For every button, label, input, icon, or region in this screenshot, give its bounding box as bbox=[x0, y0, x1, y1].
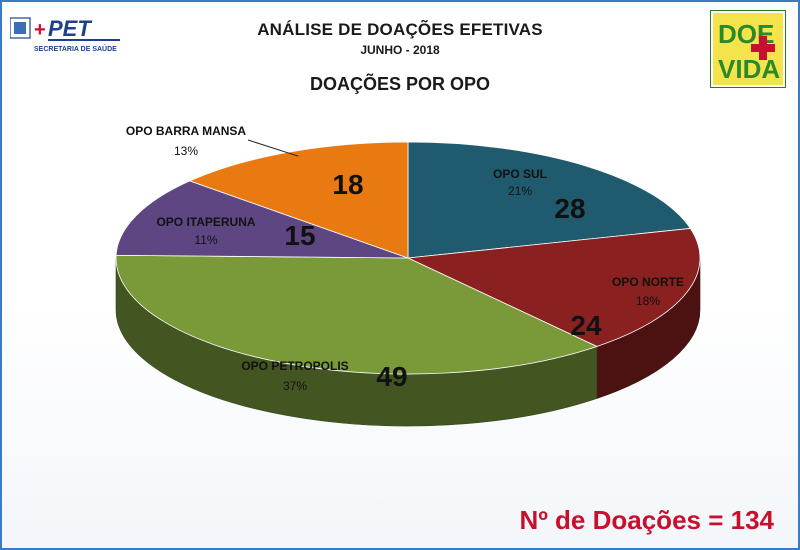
vida-text: VIDA bbox=[718, 54, 780, 84]
total-donations: Nº de Doações = 134 bbox=[519, 505, 774, 535]
slice-value-opo-itaperuna: 15 bbox=[284, 220, 315, 251]
pie-slice-opo-itaperuna bbox=[115, 180, 409, 259]
red-cross-icon bbox=[751, 36, 775, 60]
pet-logo: + PET SECRETARIA DE SAÚDE bbox=[10, 16, 120, 53]
coat-of-arms-inner bbox=[14, 22, 26, 34]
slice-value-opo-sul: 28 bbox=[554, 193, 585, 224]
pie-slice-opo-norte bbox=[406, 227, 701, 347]
slice-label-opo-sul: OPO SUL bbox=[493, 167, 547, 181]
slice-percent-opo-norte: 18% bbox=[636, 294, 660, 308]
slice-label-opo-norte: OPO NORTE bbox=[612, 275, 684, 289]
pie-slice-opo-barra-mansa bbox=[188, 141, 409, 259]
pie-tops bbox=[115, 141, 701, 375]
pie-labels: OPO SUL 21% 28 OPO NORTE 18% 24 OPO PETROPOLIS… bbox=[126, 124, 684, 393]
plus-icon: + bbox=[34, 19, 46, 41]
slice-percent-opo-itaperuna: 11% bbox=[194, 233, 217, 247]
pie-slice-opo-petropolis bbox=[115, 254, 598, 375]
slice-percent-opo-sul: 21% bbox=[508, 184, 532, 198]
slice-label-opo-barra-mansa: OPO BARRA MANSA bbox=[126, 124, 247, 138]
pet-logo-text: PET bbox=[48, 16, 92, 41]
slice-label-opo-petropolis: OPO PETROPOLIS bbox=[241, 359, 348, 373]
pet-logo-tagline: SECRETARIA DE SAÚDE bbox=[34, 44, 117, 53]
logo-divider bbox=[48, 39, 120, 41]
slice-percent-opo-petropolis: 37% bbox=[283, 379, 307, 393]
slice-value-opo-barra-mansa: 18 bbox=[332, 169, 363, 200]
slice-percent-opo-barra-mansa: 13% bbox=[174, 144, 198, 158]
page-subtitle: JUNHO - 2018 bbox=[360, 43, 440, 57]
doe-vida-logo: DOE VIDA bbox=[710, 10, 786, 88]
pie-slice-opo-sul bbox=[407, 141, 692, 259]
slice-value-opo-petropolis: 49 bbox=[376, 361, 407, 392]
leader-line-barra-mansa bbox=[247, 139, 299, 157]
slice-label-opo-itaperuna: OPO ITAPERUNA bbox=[156, 215, 255, 229]
chart-title: DOAÇÕES POR OPO bbox=[309, 74, 491, 94]
slice-value-opo-norte: 24 bbox=[570, 310, 602, 341]
page-title: ANÁLISE DE DOAÇÕES EFETIVAS bbox=[257, 20, 543, 39]
